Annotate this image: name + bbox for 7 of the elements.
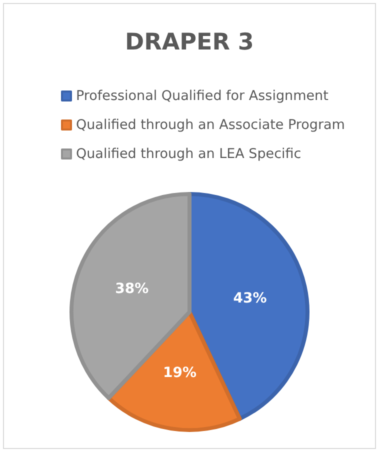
legend-label: Qualified through an Associate Program bbox=[76, 117, 345, 133]
data-label: 19% bbox=[163, 365, 197, 382]
chart-title: DRAPER 3 bbox=[125, 30, 254, 56]
data-label: 38% bbox=[115, 281, 149, 298]
legend-label: Professional Qualified for Assignment bbox=[76, 88, 328, 104]
legend-label: Qualified through an LEA Specific bbox=[76, 146, 302, 162]
data-label: 43% bbox=[233, 290, 267, 306]
